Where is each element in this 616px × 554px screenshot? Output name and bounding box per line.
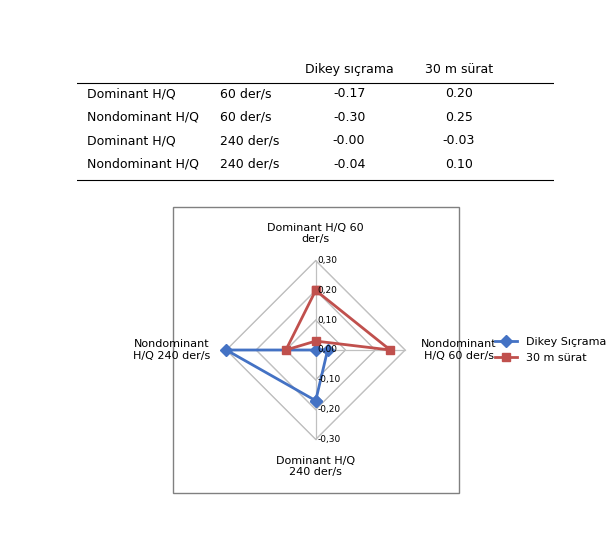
Text: Dominant H/Q: Dominant H/Q [86,134,176,147]
Text: 30 m sürat: 30 m sürat [425,63,493,75]
Text: -0.17: -0.17 [333,88,365,100]
Text: -0,10: -0,10 [317,375,341,384]
Bar [172,207,459,493]
Legend: Dikey Sıçrama, 30 m sürat: Dikey Sıçrama, 30 m sürat [490,333,610,367]
Text: 0,30: 0,30 [317,256,338,265]
Text: -0.04: -0.04 [333,157,365,171]
Text: Nondominant
H/Q 240 der/s: Nondominant H/Q 240 der/s [133,339,210,361]
Text: -0.30: -0.30 [333,111,365,124]
Text: -0.03: -0.03 [443,134,475,147]
Text: 0,00: 0,00 [317,346,338,355]
Text: Nondominant H/Q: Nondominant H/Q [86,157,198,171]
Text: -0,30: -0,30 [317,435,341,444]
Text: 60 der/s: 60 der/s [221,88,272,100]
Text: 0.10: 0.10 [445,157,473,171]
Text: 0.20: 0.20 [445,88,473,100]
Text: Dikey sıçrama: Dikey sıçrama [305,63,394,75]
Text: 0,20: 0,20 [317,286,338,295]
Text: 240 der/s: 240 der/s [221,134,280,147]
Text: 240 der/s: 240 der/s [221,157,280,171]
Text: Nondominant H/Q: Nondominant H/Q [86,111,198,124]
Text: -0.00: -0.00 [333,134,365,147]
Text: Nondominant
H/Q 60 der/s: Nondominant H/Q 60 der/s [421,339,497,361]
Text: Dominant H/Q 60
der/s: Dominant H/Q 60 der/s [267,223,364,244]
Text: Dominant H/Q
240 der/s: Dominant H/Q 240 der/s [276,455,355,477]
Text: 0,10: 0,10 [317,316,338,325]
Text: -0,20: -0,20 [317,405,341,414]
Text: 0.25: 0.25 [445,111,473,124]
Text: Dominant H/Q: Dominant H/Q [86,88,176,100]
Text: 60 der/s: 60 der/s [221,111,272,124]
